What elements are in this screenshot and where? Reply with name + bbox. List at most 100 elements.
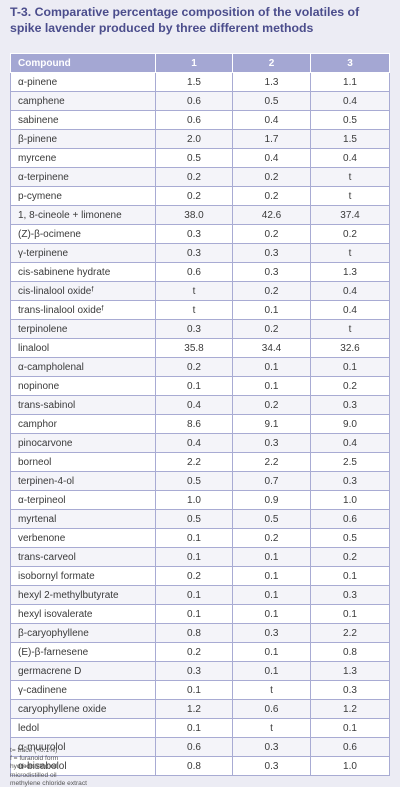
- value-cell-method-2: 1.3: [232, 72, 311, 92]
- table-row: α-bisabolol 0.8 0.3 1.0: [10, 756, 390, 776]
- value-cell-method-1: 0.1: [155, 528, 233, 548]
- table-row: camphene 0.6 0.5 0.4: [10, 91, 390, 111]
- value-cell-method-1: 2.0: [155, 129, 233, 149]
- table-row: α-terpineol 1.0 0.9 1.0: [10, 490, 390, 510]
- compound-cell: isobornyl formate: [10, 566, 156, 586]
- table-row: camphor 8.6 9.1 9.0: [10, 414, 390, 434]
- table-row: caryophyllene oxide 1.2 0.6 1.2: [10, 699, 390, 719]
- value-cell-method-3: 0.1: [310, 357, 390, 377]
- value-cell-method-3: 0.3: [310, 585, 390, 605]
- value-cell-method-1: 35.8: [155, 338, 233, 358]
- compound-cell: α-pinene: [10, 72, 156, 92]
- table-row: myrcene 0.5 0.4 0.4: [10, 148, 390, 168]
- table-body: α-pinene 1.5 1.3 1.1 camphene 0.6 0.5 0.4 sabine…: [10, 72, 390, 776]
- value-cell-method-1: 0.1: [155, 718, 233, 738]
- compound-cell: ledol: [10, 718, 156, 738]
- value-cell-method-2: 0.6: [232, 699, 311, 719]
- compound-cell: borneol: [10, 452, 156, 472]
- header-method-3: 3: [310, 53, 390, 73]
- value-cell-method-3: 2.5: [310, 452, 390, 472]
- compound-cell: caryophyllene oxide: [10, 699, 156, 719]
- compound-cell: α-terpineol: [10, 490, 156, 510]
- value-cell-method-1: 0.3: [155, 224, 233, 244]
- table-row: α-campholenal 0.2 0.1 0.1: [10, 357, 390, 377]
- value-cell-method-2: 0.1: [232, 642, 311, 662]
- value-cell-method-2: t: [232, 718, 311, 738]
- table-row: myrtenal 0.5 0.5 0.6: [10, 509, 390, 529]
- footnotes: t= trace (<0.1%) f = furanoid form hydro…: [10, 747, 390, 788]
- value-cell-method-3: 0.3: [310, 680, 390, 700]
- compound-cell: 1, 8-cineole + limonene: [10, 205, 156, 225]
- value-cell-method-3: 1.5: [310, 129, 390, 149]
- value-cell-method-3: 0.2: [310, 376, 390, 396]
- value-cell-method-2: 0.5: [232, 509, 311, 529]
- value-cell-method-3: t: [310, 186, 390, 206]
- value-cell-method-1: 2.2: [155, 452, 233, 472]
- value-cell-method-1: 0.4: [155, 395, 233, 415]
- value-cell-method-2: 0.2: [232, 167, 311, 187]
- value-cell-method-3: 0.3: [310, 471, 390, 491]
- value-cell-method-3: 1.0: [310, 490, 390, 510]
- value-cell-method-3: 9.0: [310, 414, 390, 434]
- value-cell-method-3: t: [310, 319, 390, 339]
- table-row: α-pinene 1.5 1.3 1.1: [10, 72, 390, 92]
- footnote-trace: t= trace (<0.1%): [10, 747, 58, 754]
- value-cell-method-3: 0.4: [310, 91, 390, 111]
- footnote-method-1: hydrodistilled oil: [10, 763, 57, 771]
- value-cell-method-2: 0.3: [232, 243, 311, 263]
- value-cell-method-1: 1.5: [155, 72, 233, 92]
- value-cell-method-2: 0.3: [232, 262, 311, 282]
- compound-cell: (Z)-β-ocimene: [10, 224, 156, 244]
- compound-cell: α-muurolol: [10, 737, 156, 757]
- table-row: terpinen-4-ol 0.5 0.7 0.3: [10, 471, 390, 491]
- table-row: linalool 35.8 34.4 32.6: [10, 338, 390, 358]
- value-cell-method-2: 0.9: [232, 490, 311, 510]
- table-row: trans-carveol 0.1 0.1 0.2: [10, 547, 390, 567]
- table-header-row: Compound 1 2 3: [10, 53, 390, 73]
- value-cell-method-1: 38.0: [155, 205, 233, 225]
- value-cell-method-2: 34.4: [232, 338, 311, 358]
- header-method-2: 2: [232, 53, 311, 73]
- header-compound: Compound: [10, 53, 156, 73]
- value-cell-method-3: 37.4: [310, 205, 390, 225]
- value-cell-method-2: 0.2: [232, 395, 311, 415]
- compound-cell: myrtenal: [10, 509, 156, 529]
- compound-cell: trans-linalool oxideᶠ: [10, 300, 156, 320]
- compound-cell: p-cymene: [10, 186, 156, 206]
- compound-cell: α-campholenal: [10, 357, 156, 377]
- table-row: trans-sabinol 0.4 0.2 0.3: [10, 395, 390, 415]
- value-cell-method-1: 0.2: [155, 167, 233, 187]
- table-row: α-terpinene 0.2 0.2 t: [10, 167, 390, 187]
- value-cell-method-1: 0.4: [155, 433, 233, 453]
- value-cell-method-1: 0.1: [155, 376, 233, 396]
- value-cell-method-3: 0.4: [310, 433, 390, 453]
- value-cell-method-2: 0.1: [232, 585, 311, 605]
- value-cell-method-1: 0.5: [155, 148, 233, 168]
- table-row: p-cymene 0.2 0.2 t: [10, 186, 390, 206]
- value-cell-method-3: 2.2: [310, 623, 390, 643]
- table-row: hexyl 2-methylbutyrate 0.1 0.1 0.3: [10, 585, 390, 605]
- table-row: terpinolene 0.3 0.2 t: [10, 319, 390, 339]
- value-cell-method-2: 0.7: [232, 471, 311, 491]
- value-cell-method-1: 0.2: [155, 642, 233, 662]
- table-row: sabinene 0.6 0.4 0.5: [10, 110, 390, 130]
- compound-cell: camphene: [10, 91, 156, 111]
- table-row: cis-sabinene hydrate 0.6 0.3 1.3: [10, 262, 390, 282]
- value-cell-method-1: 1.2: [155, 699, 233, 719]
- value-cell-method-1: 0.2: [155, 357, 233, 377]
- table-row: isobornyl formate 0.2 0.1 0.1: [10, 566, 390, 586]
- compound-cell: terpinen-4-ol: [10, 471, 156, 491]
- value-cell-method-3: t: [310, 167, 390, 187]
- table-row: verbenone 0.1 0.2 0.5: [10, 528, 390, 548]
- value-cell-method-1: 0.3: [155, 661, 233, 681]
- table-row: γ-cadinene 0.1 t 0.3: [10, 680, 390, 700]
- compound-cell: cis-sabinene hydrate: [10, 262, 156, 282]
- value-cell-method-2: 0.4: [232, 110, 311, 130]
- value-cell-method-1: 0.6: [155, 91, 233, 111]
- value-cell-method-2: 0.1: [232, 661, 311, 681]
- footnote-method-2: microdistilled oil: [10, 771, 57, 779]
- compound-cell: verbenone: [10, 528, 156, 548]
- compound-cell: sabinene: [10, 110, 156, 130]
- value-cell-method-1: 0.6: [155, 110, 233, 130]
- table-row: β-pinene 2.0 1.7 1.5: [10, 129, 390, 149]
